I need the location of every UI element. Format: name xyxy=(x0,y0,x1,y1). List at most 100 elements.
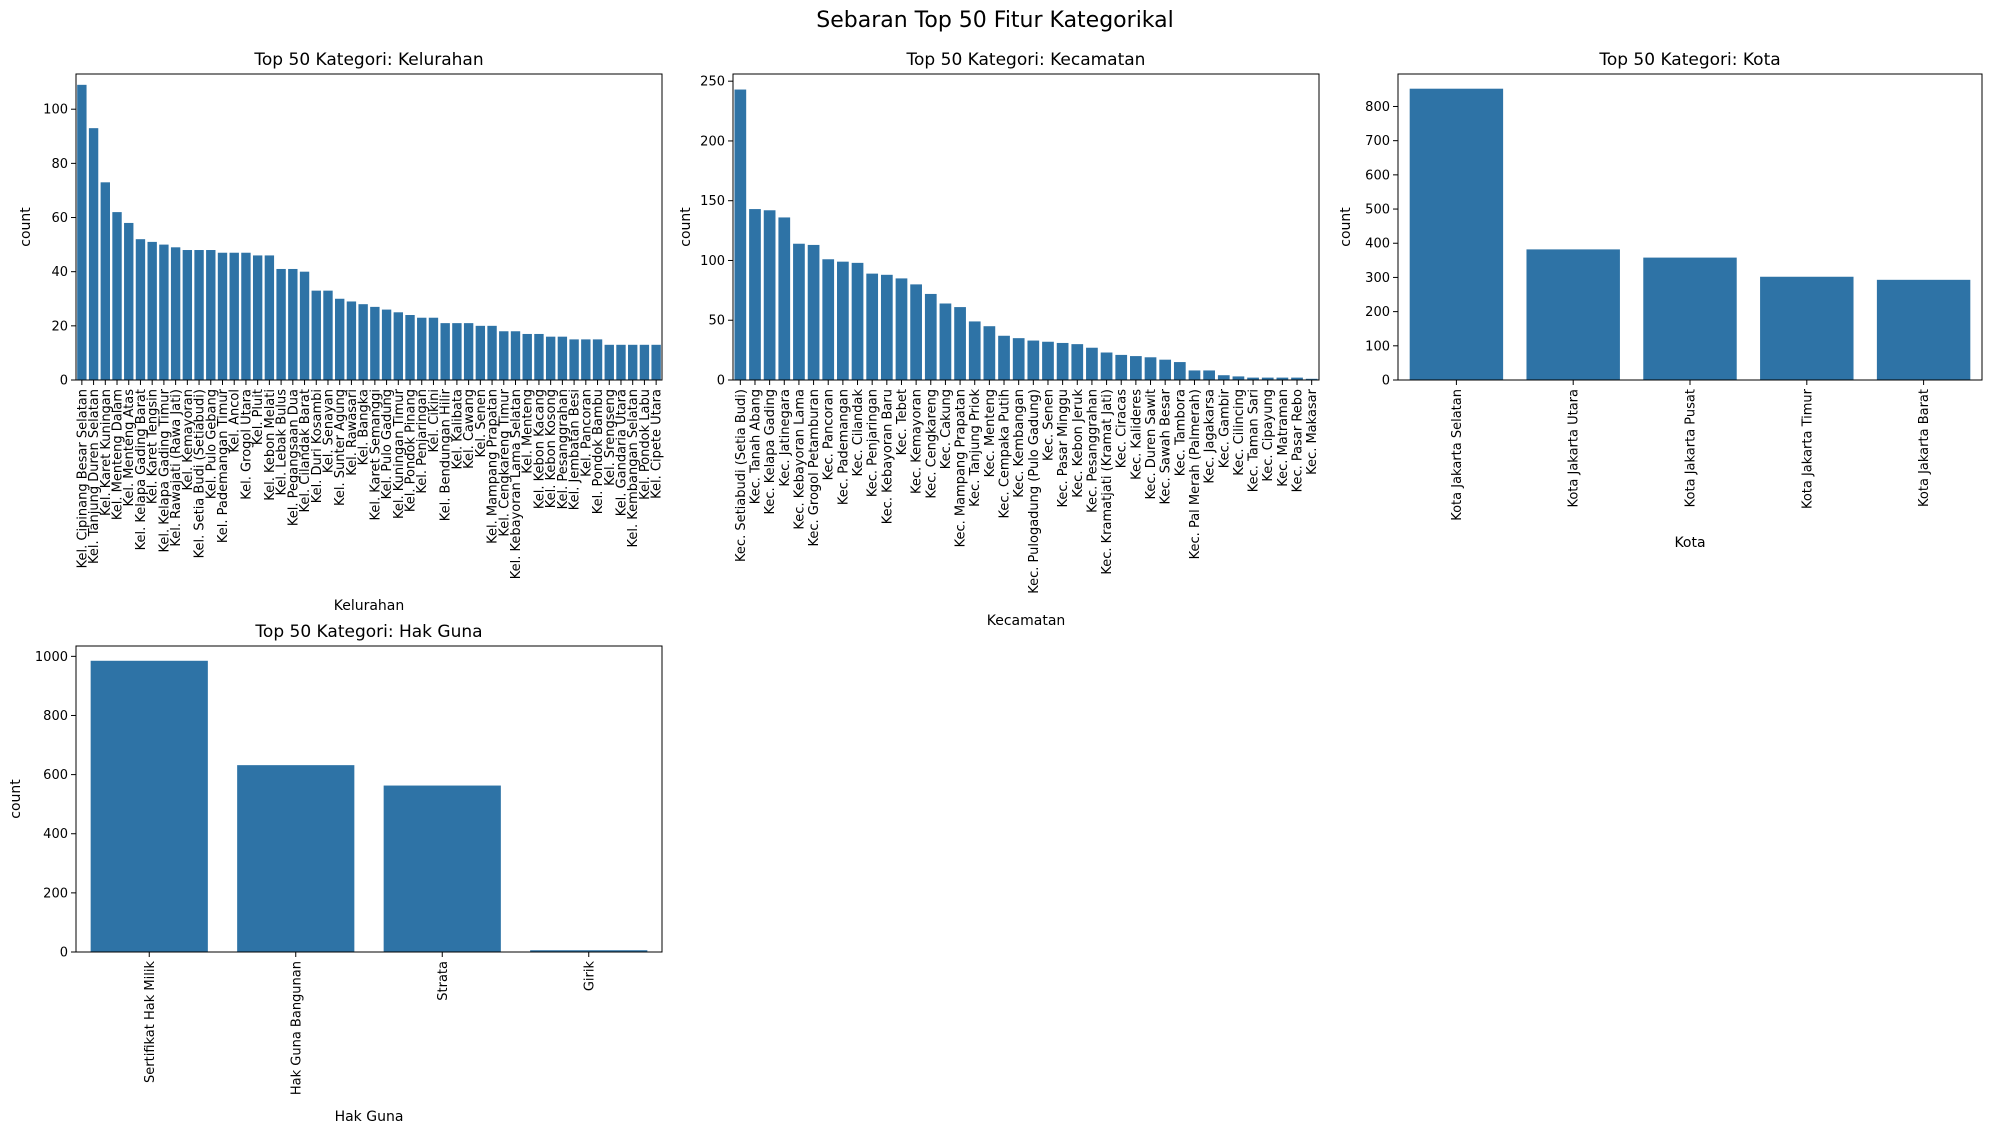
y-tick-label: 100 xyxy=(43,103,68,118)
bar xyxy=(1144,357,1157,380)
x-tick-label: Kel. Cengkareng Timur xyxy=(497,388,512,536)
bar xyxy=(522,333,532,380)
bar xyxy=(1876,279,1971,380)
x-tick-label: Kel. Jembatan Besi xyxy=(568,389,583,510)
bar xyxy=(264,255,275,380)
x-axis-label: Hak Guna xyxy=(335,1109,404,1125)
axes-frame xyxy=(1397,73,1983,381)
x-tick-label: Kec. Pasar Rebo xyxy=(1291,389,1306,492)
x-tick-label: Kota Jakarta Barat xyxy=(1917,389,1932,507)
x-tick-label: Kec. Penjaringan xyxy=(866,389,881,497)
x-tick-label: Kel. Pondok Labu xyxy=(638,389,653,500)
x-tick-label: Kel. Kemayoran xyxy=(181,389,196,490)
x-tick-label: Kel. Cipete Utara xyxy=(650,389,665,499)
bar xyxy=(124,222,134,380)
x-axis-label: Kecamatan xyxy=(987,613,1066,629)
x-tick-label: Kel. Grogol Utara xyxy=(239,389,254,500)
y-tick-label: 700 xyxy=(1365,134,1390,149)
x-tick-label: Kec. Matraman xyxy=(1276,389,1291,487)
bar xyxy=(440,323,450,380)
bar xyxy=(1760,276,1854,380)
x-tick-label: Kec. Tanjung Priok xyxy=(968,389,983,507)
bar xyxy=(1247,377,1259,380)
x-tick-label: Kec. Pal Merah (Palmerah) xyxy=(1188,389,1203,559)
x-tick-label: Kec. Ciracas xyxy=(1115,389,1130,468)
x-tick-label: Kec. Pesanggrahan xyxy=(1085,389,1100,513)
x-tick-label: Kel. Sunter Agung xyxy=(333,389,348,506)
bar xyxy=(100,182,110,380)
x-tick-label: Kel. Srengseng xyxy=(603,389,618,486)
x-tick-label: Strata xyxy=(436,961,451,1001)
bar xyxy=(1643,257,1737,380)
y-tick-label: 100 xyxy=(700,254,725,269)
y-tick-label: 0 xyxy=(60,374,68,389)
chart-kecamatan: Top 50 Kategori: Kecamatan 0 50 100 150 200 25… xyxy=(678,50,1320,629)
x-tick-label: Kel. Pondok Bambu xyxy=(591,389,606,514)
x-axis-label: Kelurahan xyxy=(334,598,405,614)
bar xyxy=(866,273,879,380)
bar xyxy=(417,317,427,380)
bar xyxy=(1188,370,1201,380)
bar xyxy=(381,309,392,380)
x-tick-label: Kel. Kelapa Gading Timur xyxy=(157,388,172,552)
x-tick-label: Kel. Kebon Kosong xyxy=(544,389,559,508)
bar xyxy=(557,336,568,380)
x-tick-label: Hak Guna Bangunan xyxy=(289,961,304,1095)
x-axis-label: Kota xyxy=(1674,535,1705,551)
chart-kelurahan: Top 50 Kategori: Kelurahan 0 20 40 60 80 100 Ke… xyxy=(18,50,665,614)
bar xyxy=(475,325,486,380)
x-tick-label: Kel. Karet Semanggi xyxy=(368,389,383,521)
x-tick-label: Kel. Pulo Gadung xyxy=(380,389,395,499)
x-tick-label: Kec. Cengkareng xyxy=(924,389,939,499)
bar xyxy=(651,344,661,380)
y-tick-label: 800 xyxy=(43,709,68,724)
bar xyxy=(499,331,509,380)
y-tick-label: 250 xyxy=(700,75,725,90)
y-tick-label: 1000 xyxy=(35,650,68,665)
y-tick-label: 800 xyxy=(1365,100,1390,115)
bar xyxy=(346,301,357,380)
x-tick-label: Kel. Cilandak Barat xyxy=(298,389,313,512)
x-tick-label: Kec. Kebayoran Lama xyxy=(792,389,807,530)
x-tick-label: Kel. Bendungan Hilir xyxy=(439,388,454,521)
x-tick-label: Kel. Menteng xyxy=(521,389,536,474)
x-tick-label: Kel. Karet Tengsin xyxy=(146,389,161,504)
x-tick-label: Kel. Kebayoran Lama Selatan xyxy=(509,389,524,579)
x-tick-label: Kel. Menteng Dalam xyxy=(111,389,126,520)
bar xyxy=(1203,370,1215,380)
subplot-title: Top 50 Kategori: Kota xyxy=(1598,50,1780,70)
bar xyxy=(581,339,591,380)
x-tick-label: Kec. Tanah Abang xyxy=(748,389,763,504)
bar xyxy=(1100,352,1113,380)
bar xyxy=(954,307,966,380)
y-tick-label: 0 xyxy=(717,374,725,389)
y-tick-label: 100 xyxy=(1365,339,1390,354)
bar xyxy=(592,339,603,380)
bar xyxy=(112,212,122,380)
bar xyxy=(1071,344,1084,380)
x-tick-label: Kel. Pancoran xyxy=(579,389,594,477)
bar xyxy=(616,344,626,380)
y-tick-label: 500 xyxy=(1365,203,1390,218)
bar xyxy=(206,250,216,380)
y-tick-label: 400 xyxy=(43,827,68,842)
x-tick-label: Kec. Makasar xyxy=(1305,388,1320,474)
y-tick-label: 600 xyxy=(1365,168,1390,183)
bar xyxy=(895,278,908,380)
x-tick-label: Kec. Sawah Besar xyxy=(1159,388,1174,504)
x-tick-label: Kel. Pesanggrahan xyxy=(556,389,571,509)
bar xyxy=(335,298,345,380)
bar xyxy=(968,321,981,380)
bar xyxy=(983,326,996,380)
y-tick-label: 60 xyxy=(51,211,68,226)
x-tick-label: Kec. Setiabudi (Setia Budi) xyxy=(734,389,749,562)
bar xyxy=(822,259,835,380)
y-tick-label: 0 xyxy=(1382,374,1390,389)
bar xyxy=(530,950,648,952)
bar xyxy=(1232,376,1245,380)
bar xyxy=(323,290,333,380)
x-tick-label: Kec. Kemayoran xyxy=(910,389,925,494)
y-tick-label: 200 xyxy=(43,886,68,901)
bar xyxy=(1173,362,1186,380)
